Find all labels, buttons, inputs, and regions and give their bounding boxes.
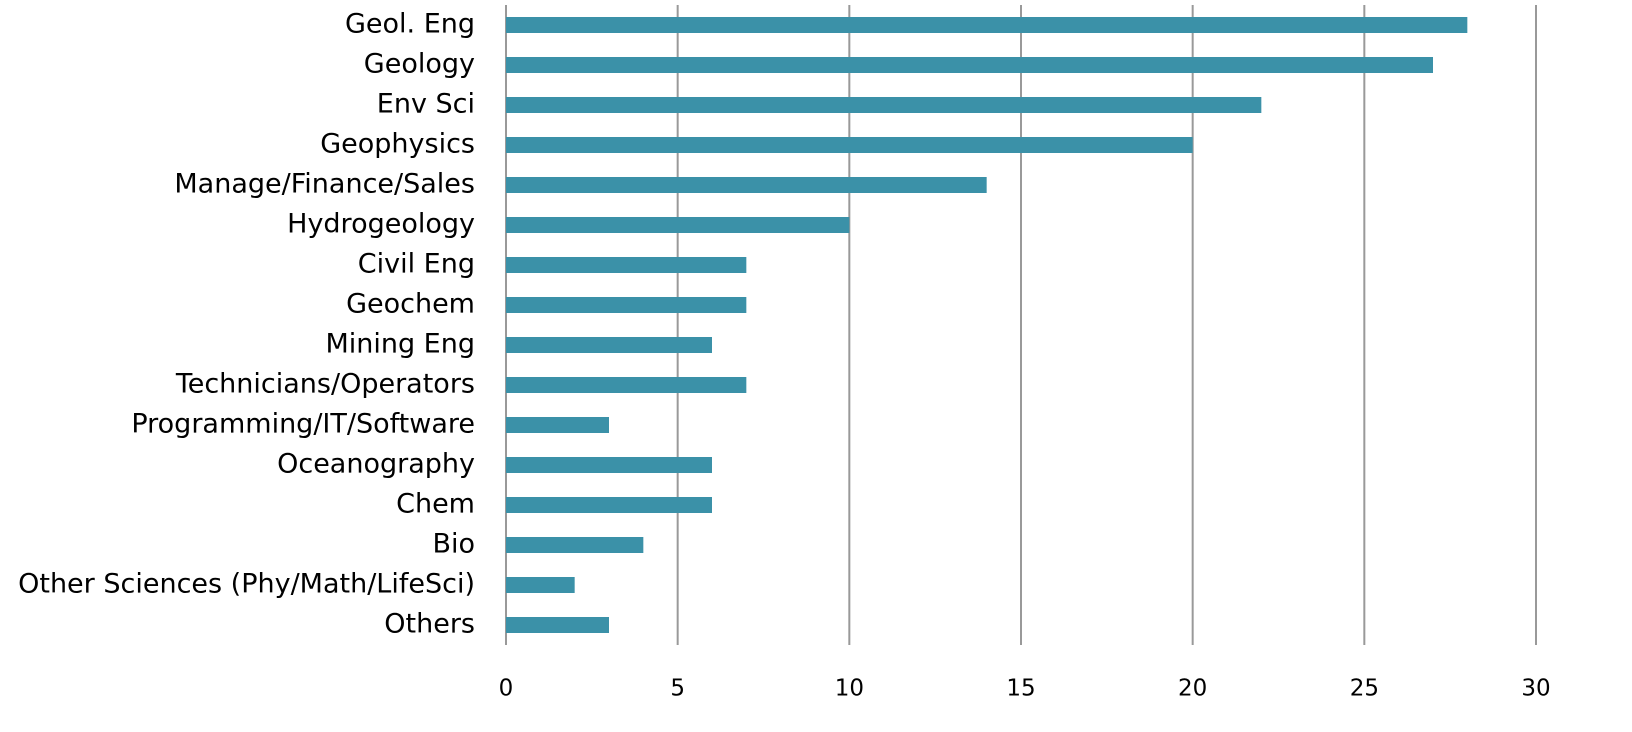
x-tick-label: 5	[670, 676, 685, 702]
bar	[506, 537, 644, 553]
y-tick-label: Manage/Finance/Sales	[174, 169, 475, 200]
y-tick-label: Geophysics	[320, 129, 475, 160]
x-tick-label: 10	[835, 676, 864, 702]
bar	[506, 217, 850, 233]
x-tick-label: 25	[1350, 676, 1379, 702]
y-tick-label: Env Sci	[377, 89, 475, 120]
y-tick-label: Programming/IT/Software	[131, 409, 475, 440]
bar	[506, 257, 747, 273]
x-tick-label: 0	[499, 676, 514, 702]
y-tick-label: Hydrogeology	[287, 209, 475, 240]
y-tick-label: Other Sciences (Phy/Math/LifeSci)	[18, 569, 475, 600]
y-tick-label: Oceanography	[277, 449, 475, 480]
y-tick-label: Mining Eng	[325, 329, 475, 360]
x-tick-label: 15	[1006, 676, 1035, 702]
bar	[506, 377, 747, 393]
bar	[506, 17, 1468, 33]
bar	[506, 457, 712, 473]
y-tick-label: Technicians/Operators	[175, 369, 475, 400]
bar	[506, 577, 575, 593]
y-tick-label: Geochem	[346, 289, 475, 320]
bar	[506, 497, 712, 513]
bar	[506, 177, 987, 193]
y-tick-label: Chem	[396, 489, 475, 520]
x-tick-label: 20	[1178, 676, 1207, 702]
bar	[506, 297, 747, 313]
bar	[506, 137, 1193, 153]
bar	[506, 617, 609, 633]
y-tick-label: Geol. Eng	[345, 9, 475, 40]
bar	[506, 337, 712, 353]
y-tick-label: Bio	[432, 529, 475, 560]
y-tick-label: Others	[384, 609, 475, 640]
y-tick-label: Geology	[364, 49, 475, 80]
y-tick-label: Civil Eng	[358, 249, 475, 280]
x-tick-label: 30	[1521, 676, 1550, 702]
bar	[506, 57, 1433, 73]
bar	[506, 97, 1262, 113]
bar	[506, 417, 609, 433]
